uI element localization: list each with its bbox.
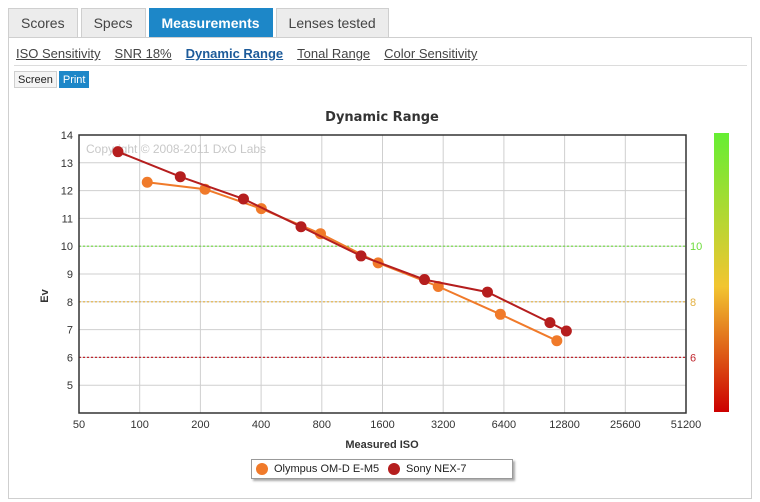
data-point[interactable] xyxy=(418,274,430,286)
color-scale-bar xyxy=(714,133,729,412)
y-tick-label: 7 xyxy=(67,325,73,337)
x-tick-label: 6400 xyxy=(492,419,516,431)
reference-lines xyxy=(79,245,686,358)
y-tick-label: 11 xyxy=(62,213,73,225)
data-point[interactable] xyxy=(494,308,506,320)
screen-print-toggle: Screen Print xyxy=(14,71,90,88)
data-point[interactable] xyxy=(544,317,556,329)
tab-measurements[interactable]: Measurements xyxy=(148,8,273,37)
y-axis-label: Ev xyxy=(39,288,51,302)
series-line-0 xyxy=(147,181,558,342)
subnav-dynamic-range[interactable]: Dynamic Range xyxy=(185,46,284,61)
chart-legend: Olympus OM-D E-M5 Sony NEX-7 xyxy=(251,459,513,479)
y-tick-label: 10 xyxy=(61,241,73,253)
subnav-divider xyxy=(14,65,747,66)
tab-scores[interactable]: Scores xyxy=(8,8,78,37)
legend-label-olympus: Olympus OM-D E-M5 xyxy=(274,463,380,475)
subnav-tonal-range[interactable]: Tonal Range xyxy=(297,46,371,61)
subnav-iso-sensitivity[interactable]: ISO Sensitivity xyxy=(16,46,101,61)
color-scale-labels: 10 8 6 xyxy=(690,241,702,364)
reference-line-label: 8 xyxy=(690,297,696,309)
data-point[interactable] xyxy=(237,193,249,205)
chart-title: Dynamic Range xyxy=(325,110,439,125)
x-tick-label: 1600 xyxy=(370,419,394,431)
copyright-watermark: Copyright © 2008-2011 DxO Labs xyxy=(86,142,266,156)
y-tick-labels: 5 6 7 8 9 10 11 12 13 14 xyxy=(61,130,73,392)
data-point[interactable] xyxy=(355,250,367,262)
x-tick-label: 25600 xyxy=(610,419,641,431)
legend-item-olympus[interactable]: Olympus OM-D E-M5 xyxy=(256,463,379,475)
legend-marker-olympus xyxy=(256,463,268,475)
x-tick-label: 200 xyxy=(191,419,209,431)
legend-label-sony: Sony NEX-7 xyxy=(406,463,467,475)
y-tick-label: 9 xyxy=(67,269,73,281)
tab-bar: Scores Specs Measurements Lenses tested xyxy=(8,8,392,38)
data-point[interactable] xyxy=(141,176,153,188)
y-tick-label: 12 xyxy=(61,186,73,198)
x-tick-label: 800 xyxy=(313,419,331,431)
subnav-snr-18[interactable]: SNR 18% xyxy=(114,46,172,61)
reference-line-label: 10 xyxy=(690,241,702,253)
print-button[interactable]: Print xyxy=(58,71,90,88)
reference-line-label: 6 xyxy=(690,352,696,364)
data-point[interactable] xyxy=(112,146,124,158)
screen-button[interactable]: Screen xyxy=(14,71,57,88)
x-tick-label: 51200 xyxy=(671,419,702,431)
x-tick-label: 400 xyxy=(252,419,270,431)
y-tick-label: 6 xyxy=(67,352,73,364)
subnav-color-sensitivity[interactable]: Color Sensitivity xyxy=(384,46,478,61)
x-axis-label: Measured ISO xyxy=(345,439,419,451)
data-point[interactable] xyxy=(560,325,572,337)
y-tick-label: 8 xyxy=(67,297,73,309)
data-point[interactable] xyxy=(481,286,493,298)
x-tick-label: 100 xyxy=(131,419,149,431)
x-tick-label: 12800 xyxy=(549,419,580,431)
x-tick-label: 3200 xyxy=(431,419,455,431)
legend-item-sony[interactable]: Sony NEX-7 xyxy=(388,463,467,475)
data-point[interactable] xyxy=(174,171,186,183)
y-tick-label: 14 xyxy=(61,130,73,142)
data-point[interactable] xyxy=(551,335,563,347)
y-tick-label: 13 xyxy=(61,158,73,170)
measurement-subnav: ISO Sensitivity SNR 18% Dynamic Range To… xyxy=(16,46,477,61)
chart-grid xyxy=(79,135,686,413)
tab-lenses-tested[interactable]: Lenses tested xyxy=(275,8,389,37)
plot-frame xyxy=(78,134,687,414)
x-tick-label: 50 xyxy=(73,419,85,431)
tab-specs[interactable]: Specs xyxy=(80,8,146,37)
series-layer xyxy=(112,146,572,347)
legend-marker-sony xyxy=(388,463,400,475)
x-tick-labels: 50 100 200 400 800 1600 3200 6400 12800 25600 5120… xyxy=(73,419,701,431)
data-point[interactable] xyxy=(295,221,307,233)
y-tick-label: 5 xyxy=(67,380,73,392)
